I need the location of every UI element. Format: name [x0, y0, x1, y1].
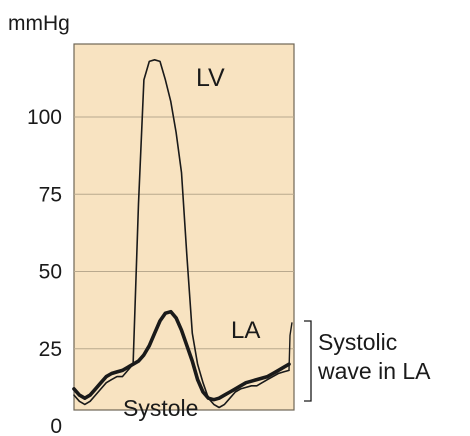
la-label: LA [231, 317, 260, 344]
grid-lines [74, 116, 294, 350]
series-line-lv [73, 59, 290, 409]
y-tick-label-25: 25 [39, 338, 62, 361]
series-group [72, 59, 293, 409]
y-ticks: 0 25 50 75 100 [27, 106, 62, 436]
systolic-wave-label-line2: wave in LA [317, 358, 431, 384]
plot-area [73, 43, 295, 411]
series-line-lv-tail [288, 322, 293, 371]
y-tick-label-50: 50 [39, 261, 62, 284]
systolic-wave-label-line1: Systolic [318, 329, 397, 355]
systolic-wave-bracket [304, 320, 312, 402]
y-tick-label-75: 75 [39, 183, 62, 206]
systole-label: Systole [123, 395, 198, 421]
y-tick-label-100: 100 [27, 106, 62, 129]
y-tick-label-0: 0 [50, 415, 62, 436]
lv-label: LV [196, 64, 225, 92]
y-unit-label: mmHg [8, 12, 70, 35]
series-line-la [72, 309, 291, 402]
